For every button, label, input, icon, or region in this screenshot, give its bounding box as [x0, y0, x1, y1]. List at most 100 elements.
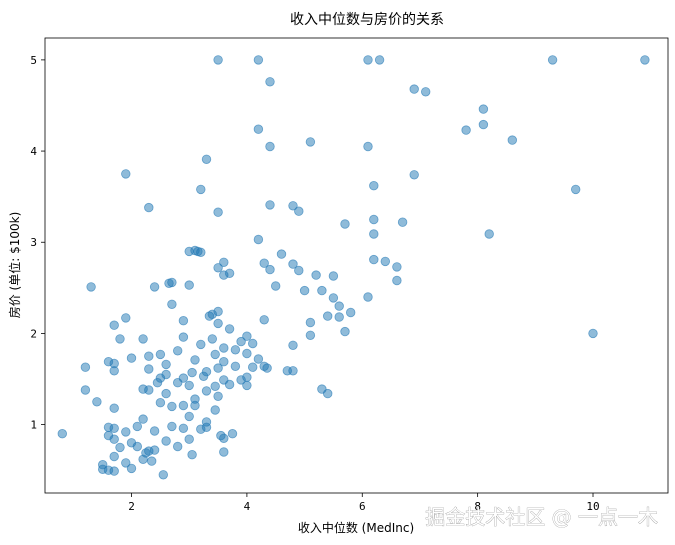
data-point: [149, 282, 160, 292]
data-point: [201, 154, 212, 165]
data-point: [392, 275, 402, 286]
data-point: [392, 262, 402, 272]
data-point: [201, 386, 212, 396]
data-point: [207, 334, 218, 344]
data-point: [190, 355, 200, 365]
data-point: [369, 229, 379, 239]
data-point: [158, 470, 169, 480]
y-tick-label: 2: [30, 327, 37, 340]
data-point: [144, 202, 154, 213]
data-point: [230, 345, 241, 355]
data-point: [161, 388, 171, 399]
data-point: [161, 436, 171, 446]
data-point: [213, 207, 223, 217]
data-point: [196, 184, 206, 195]
data-point: [115, 442, 125, 453]
y-axis-ticks: 1 2 3 4 5: [30, 54, 45, 432]
data-point: [144, 385, 154, 395]
data-point: [196, 247, 206, 258]
data-point: [305, 317, 316, 328]
data-point: [328, 271, 339, 281]
data-point: [409, 84, 419, 94]
data-point: [334, 301, 344, 311]
data-point: [571, 184, 581, 195]
data-point: [262, 363, 272, 373]
data-point: [271, 281, 281, 291]
data-point: [323, 311, 333, 321]
data-point: [155, 398, 166, 408]
data-point: [276, 249, 287, 259]
data-point: [288, 201, 298, 211]
data-point: [282, 366, 293, 376]
data-point: [369, 254, 379, 265]
data-point: [132, 421, 143, 432]
data-point: [132, 441, 143, 452]
data-point: [184, 411, 194, 422]
data-point: [247, 338, 258, 349]
data-point: [294, 265, 304, 276]
data-point: [547, 55, 558, 65]
data-point: [374, 55, 385, 65]
x-tick-label: 10: [586, 500, 599, 513]
plot-area: [44, 37, 669, 494]
data-point: [80, 362, 91, 372]
data-point: [369, 180, 379, 191]
data-point: [219, 357, 229, 367]
chart-title: 收入中位数与房价的关系: [290, 12, 444, 28]
data-point: [380, 256, 391, 267]
data-point: [265, 77, 275, 87]
data-point: [461, 125, 471, 135]
data-point: [236, 375, 246, 385]
data-point: [109, 403, 119, 413]
data-point: [247, 362, 258, 372]
data-point: [311, 270, 321, 280]
data-point: [146, 456, 157, 466]
data-point: [172, 378, 183, 388]
data-point: [288, 340, 298, 351]
data-point: [259, 258, 269, 268]
data-point: [340, 219, 350, 229]
data-point: [172, 441, 183, 452]
data-point: [219, 447, 229, 457]
data-point: [317, 285, 327, 296]
data-point: [196, 339, 206, 350]
data-point: [340, 326, 350, 337]
data-point: [259, 315, 269, 325]
data-point: [138, 414, 148, 424]
data-point: [167, 421, 177, 432]
data-point: [265, 264, 275, 275]
data-point: [178, 316, 189, 326]
data-point: [242, 331, 252, 341]
data-point: [121, 458, 131, 468]
data-point: [305, 137, 316, 147]
data-point: [178, 400, 189, 411]
data-point: [219, 343, 229, 353]
data-point: [363, 292, 373, 302]
data-point: [219, 257, 229, 268]
data-point: [478, 119, 489, 130]
data-point: [253, 234, 264, 245]
data-point: [363, 55, 373, 65]
data-point: [144, 351, 154, 361]
data-point: [184, 280, 194, 290]
x-tick-label: 6: [359, 500, 366, 513]
data-point: [144, 364, 154, 374]
data-point: [187, 450, 197, 460]
data-point: [253, 55, 264, 65]
data-point: [109, 434, 119, 444]
data-point: [236, 336, 246, 347]
y-tick-label: 1: [30, 419, 37, 432]
data-point: [161, 359, 171, 370]
data-point: [138, 454, 148, 465]
data-point: [299, 285, 310, 296]
data-point: [109, 466, 119, 476]
data-point: [346, 307, 356, 318]
x-tick-label: 2: [128, 500, 135, 513]
data-point: [363, 141, 373, 152]
data-point: [152, 378, 163, 388]
data-point: [213, 318, 223, 329]
data-point: [167, 401, 177, 412]
data-point: [227, 429, 238, 439]
data-point: [80, 385, 91, 395]
data-point: [109, 423, 119, 434]
